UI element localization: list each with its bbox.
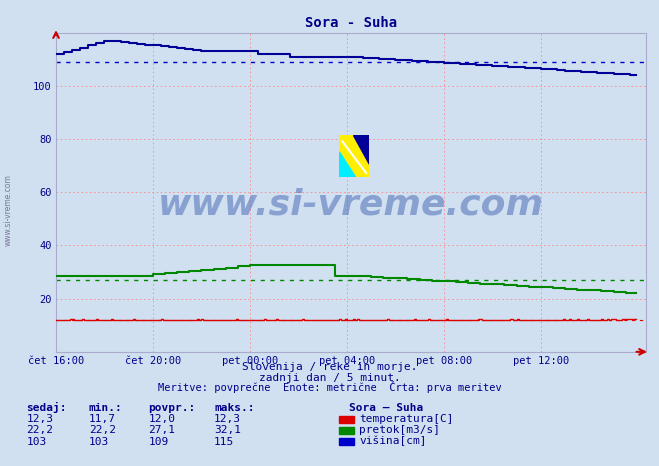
Text: min.:: min.: — [89, 403, 123, 413]
Text: Slovenija / reke in morje.: Slovenija / reke in morje. — [242, 363, 417, 372]
Polygon shape — [339, 152, 356, 177]
Text: povpr.:: povpr.: — [148, 403, 196, 413]
Text: 103: 103 — [26, 437, 47, 446]
Text: 12,3: 12,3 — [214, 414, 241, 424]
Text: 103: 103 — [89, 437, 109, 446]
Text: zadnji dan / 5 minut.: zadnji dan / 5 minut. — [258, 373, 401, 383]
Text: 12,0: 12,0 — [148, 414, 175, 424]
Text: www.si-vreme.com: www.si-vreme.com — [158, 188, 544, 222]
Text: temperatura[C]: temperatura[C] — [359, 414, 453, 424]
Text: 109: 109 — [148, 437, 169, 446]
Text: 22,2: 22,2 — [89, 425, 116, 435]
Text: 22,2: 22,2 — [26, 425, 53, 435]
Text: 32,1: 32,1 — [214, 425, 241, 435]
Text: višina[cm]: višina[cm] — [359, 436, 426, 446]
Text: 27,1: 27,1 — [148, 425, 175, 435]
Text: 115: 115 — [214, 437, 235, 446]
Text: Meritve: povprečne  Enote: metrične  Črta: prva meritev: Meritve: povprečne Enote: metrične Črta:… — [158, 381, 501, 393]
Text: sedaj:: sedaj: — [26, 402, 67, 413]
Text: 12,3: 12,3 — [26, 414, 53, 424]
Polygon shape — [353, 135, 369, 164]
Text: maks.:: maks.: — [214, 403, 254, 413]
Text: Sora – Suha: Sora – Suha — [349, 403, 424, 413]
Text: 11,7: 11,7 — [89, 414, 116, 424]
Text: pretok[m3/s]: pretok[m3/s] — [359, 425, 440, 435]
Title: Sora - Suha: Sora - Suha — [305, 16, 397, 30]
Text: www.si-vreme.com: www.si-vreme.com — [3, 174, 13, 246]
